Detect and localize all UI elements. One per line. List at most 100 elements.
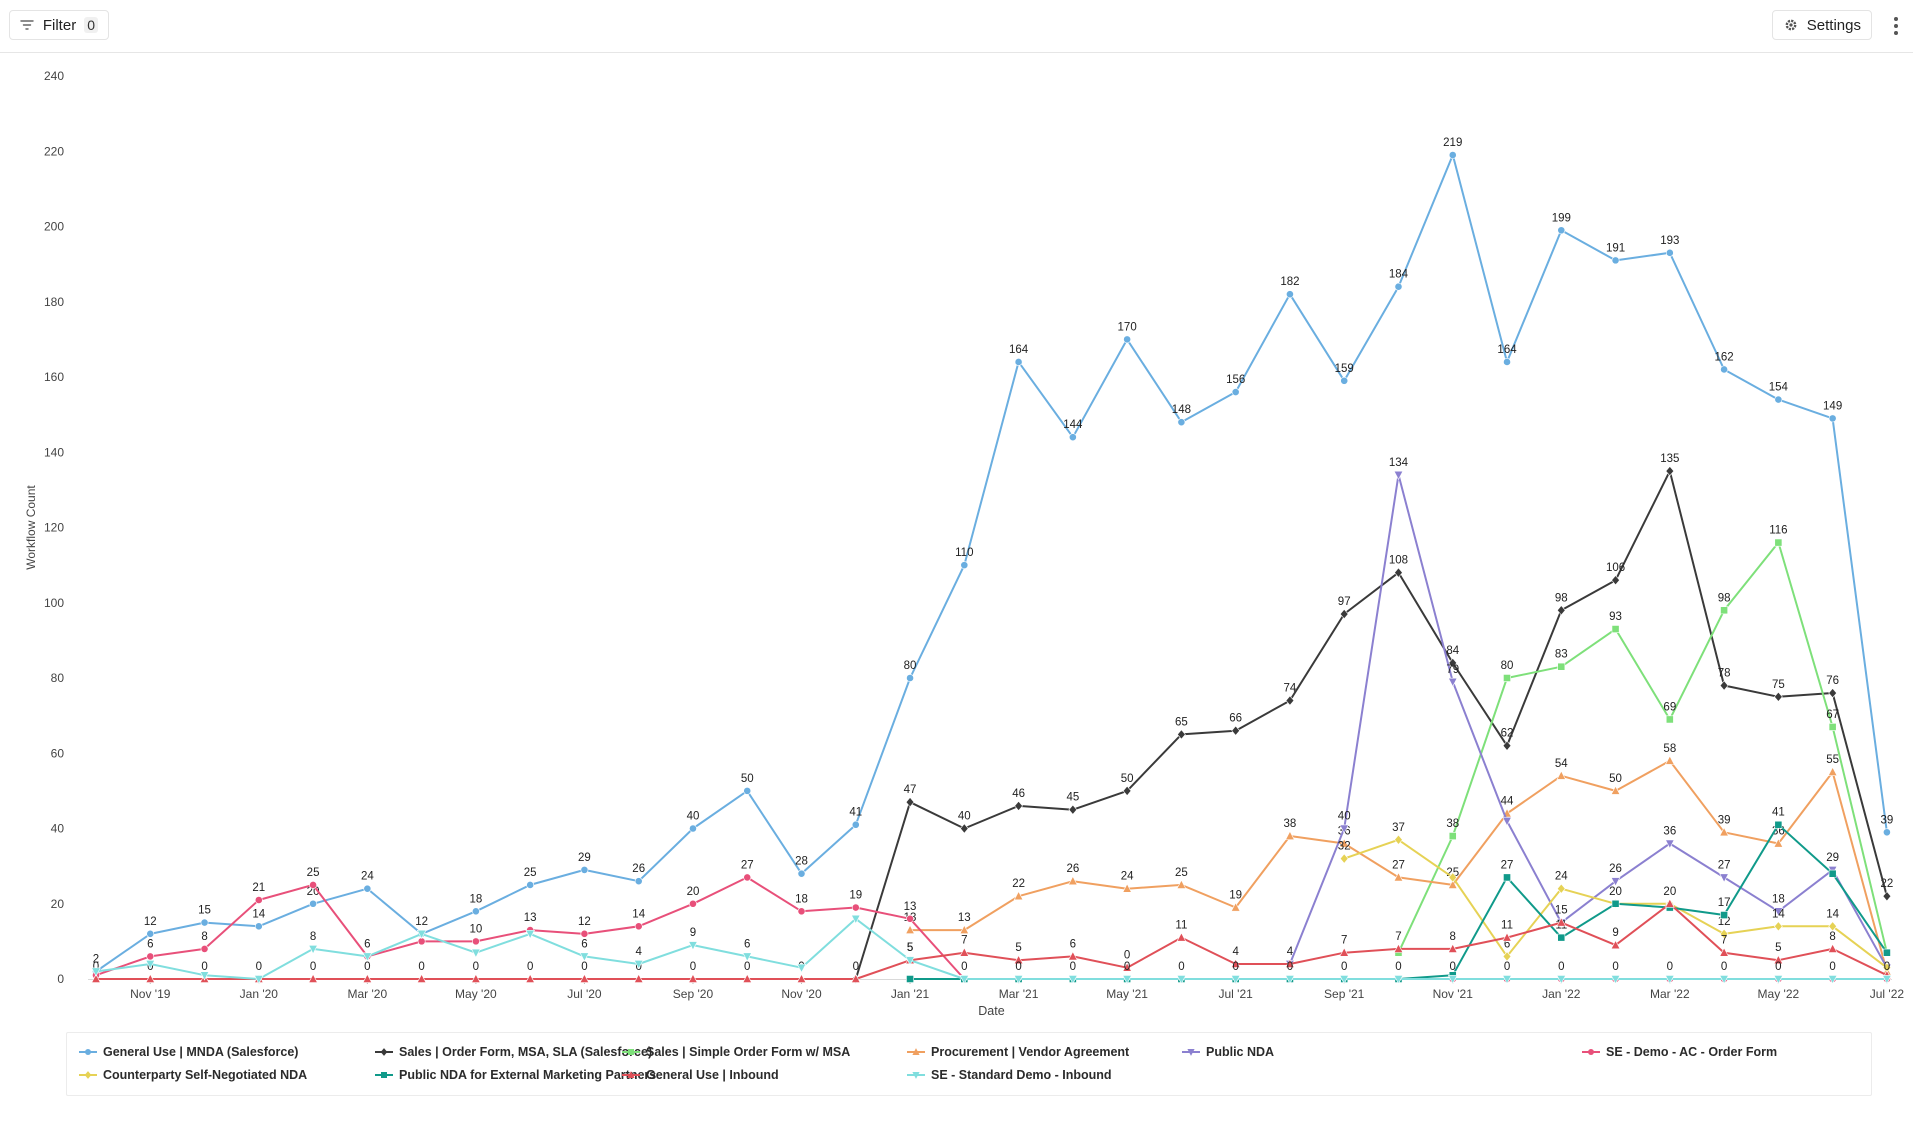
series-3-data-label: 27	[1392, 859, 1405, 871]
series-1-point	[1719, 680, 1729, 691]
series-8-point	[91, 973, 101, 983]
legend-item[interactable]: Sales | Order Form, MSA, SLA (Salesforce…	[375, 1045, 652, 1059]
series-2-data-label: 83	[1555, 649, 1568, 661]
series-3-point	[905, 924, 915, 934]
y-tick-label: 220	[44, 144, 64, 158]
series-5-point	[254, 896, 263, 904]
series-3-data-label: 22	[1012, 878, 1025, 890]
series-0-data-label: 156	[1226, 374, 1245, 386]
series-4-point	[1393, 470, 1404, 481]
settings-button[interactable]: Settings	[1772, 10, 1872, 40]
x-tick-label: Jul '20	[567, 987, 602, 1001]
legend-swatch-icon	[375, 1072, 393, 1078]
series-6-data-label: 24	[1555, 871, 1568, 883]
legend-item[interactable]: General Use | MNDA (Salesforce)	[79, 1045, 298, 1059]
series-9-point	[796, 963, 807, 974]
series-3-data-label: 50	[1609, 773, 1622, 785]
y-tick-label: 40	[51, 822, 65, 836]
series-8-point	[1285, 958, 1295, 968]
series-3-point	[1013, 890, 1024, 901]
series-5-point	[146, 952, 155, 961]
legend-item[interactable]: SE - Demo - AC - Order Form	[1582, 1045, 1777, 1059]
series-8-data-label: 11	[1501, 920, 1513, 932]
more-options-icon[interactable]	[1888, 12, 1904, 40]
legend-item[interactable]: Sales | Simple Order Form w/ MSA	[622, 1045, 850, 1059]
series-0-data-label: 110	[955, 547, 973, 559]
series-0-data-label: 148	[1172, 404, 1191, 416]
series-0-data-label: 12	[415, 916, 428, 928]
series-8-data-label: 0	[744, 961, 750, 973]
series-4-data-label: 26	[1609, 863, 1622, 875]
series-1-data-label: 106	[1606, 562, 1625, 574]
series-2-data-label: 67	[1826, 709, 1839, 721]
series-3-point	[1339, 838, 1350, 848]
series-9-data-label: 0	[1232, 961, 1238, 973]
series-5-point	[797, 907, 806, 916]
series-8-data-label: 7	[961, 935, 967, 947]
series-0-data-label: 2	[93, 953, 99, 965]
series-8-point	[1176, 932, 1187, 942]
y-tick-label: 0	[57, 972, 64, 986]
series-1-data-label: 46	[1012, 788, 1025, 800]
x-tick-label: May '22	[1758, 987, 1800, 1001]
series-6-point	[1774, 921, 1783, 932]
series-9-point	[1610, 975, 1621, 985]
series-0-point	[1068, 433, 1077, 442]
series-0-data-label: 193	[1660, 235, 1679, 247]
x-tick-label: Nov '21	[1433, 987, 1474, 1001]
series-5-data-label: 21	[252, 882, 265, 894]
series-3-point	[1447, 879, 1458, 889]
series-9-point	[1176, 975, 1187, 985]
legend-item[interactable]: Public NDA	[1182, 1045, 1274, 1059]
settings-label: Settings	[1806, 16, 1861, 34]
series-8-data-label: 8	[1829, 931, 1835, 943]
y-tick-label: 240	[44, 69, 64, 83]
series-6-point	[1339, 853, 1349, 864]
series-6-data-label: 37	[1392, 822, 1405, 834]
series-0-point	[254, 922, 263, 931]
legend-item[interactable]: General Use | Inbound	[622, 1068, 779, 1082]
series-1-data-label: 40	[958, 811, 971, 823]
y-tick-label: 60	[51, 746, 65, 760]
series-9-point	[1502, 975, 1512, 985]
filter-button[interactable]: Filter 0	[9, 10, 109, 40]
series-9-point	[91, 967, 101, 977]
x-tick-label: Jan '22	[1542, 987, 1581, 1001]
legend-item[interactable]: Public NDA for External Marketing Partne…	[375, 1068, 656, 1082]
legend-swatch-icon	[1182, 1049, 1200, 1056]
series-5-data-label: 14	[632, 908, 645, 920]
series-1-data-label: 47	[904, 784, 917, 796]
legend-item[interactable]: SE - Standard Demo - Inbound	[907, 1068, 1112, 1082]
series-4-point	[1665, 839, 1675, 849]
series-1-data-label: 50	[1121, 773, 1134, 785]
series-5-point	[743, 873, 752, 882]
series-3-point	[1719, 826, 1729, 837]
series-1-data-label: 76	[1826, 675, 1839, 687]
legend-label: Sales | Order Form, MSA, SLA (Salesforce…	[399, 1045, 653, 1059]
series-5-data-label: 13	[904, 901, 917, 913]
series-9-data-label: 0	[1015, 961, 1021, 973]
series-0-data-label: 149	[1823, 400, 1842, 412]
series-3-data-label: 13	[958, 912, 971, 924]
x-tick-label: Nov '20	[781, 987, 822, 1001]
series-8-point	[1665, 898, 1675, 908]
series-0-point	[906, 674, 914, 682]
series-8-data-label: 5	[1015, 942, 1021, 954]
series-8-data-label: 0	[581, 961, 587, 973]
series-9-point	[1122, 975, 1132, 985]
series-9-data-label: 4	[635, 946, 642, 958]
series-8-point	[959, 947, 970, 957]
legend-item[interactable]: Counterparty Self-Negotiated NDA	[79, 1068, 307, 1082]
legend-item[interactable]: Procurement | Vendor Agreement	[907, 1045, 1129, 1059]
x-tick-label: Jul '21	[1219, 987, 1254, 1001]
series-3-point	[1285, 830, 1295, 840]
series-9-point	[1339, 975, 1350, 985]
series-8-data-label: 7	[1721, 935, 1727, 947]
series-9-data-label: 0	[1450, 961, 1456, 973]
series-3-data-label: 25	[1175, 867, 1188, 879]
series-8-data-label: 5	[907, 942, 913, 954]
series-0-data-label: 39	[1881, 814, 1894, 826]
y-tick-label: 100	[44, 596, 64, 610]
series-4-data-label: 40	[1338, 811, 1351, 823]
series-1-point	[1068, 804, 1078, 815]
